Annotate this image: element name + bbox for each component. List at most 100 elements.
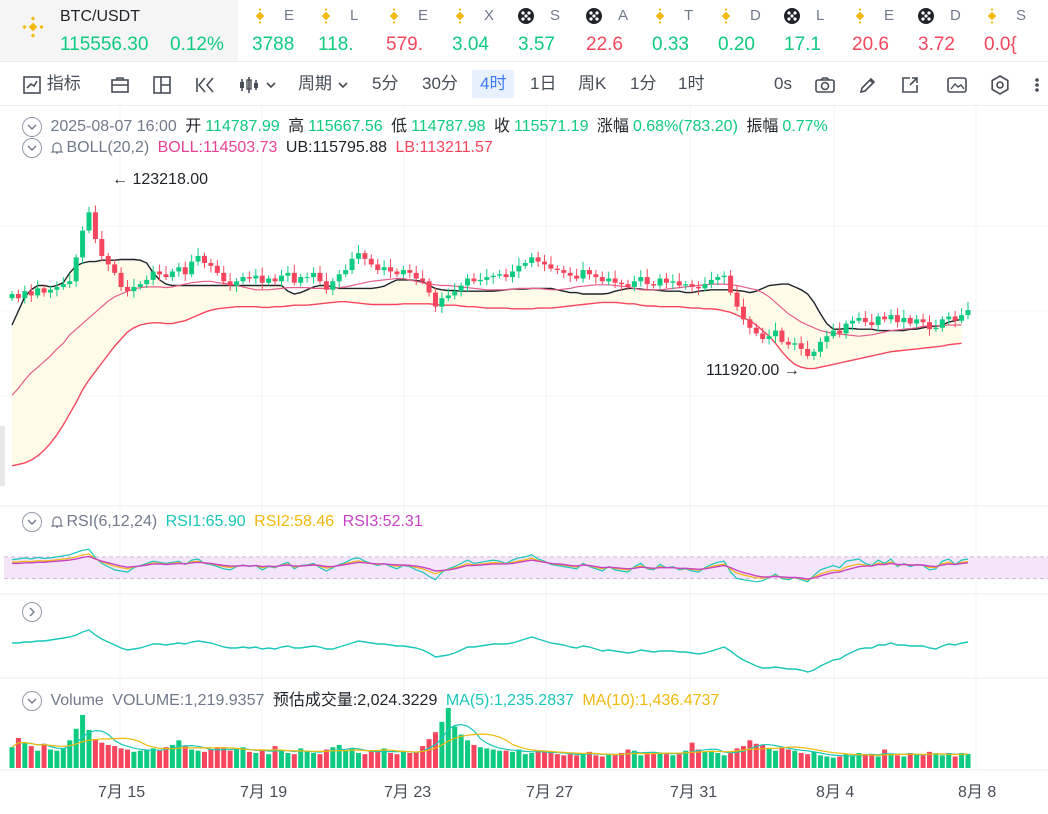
candle-body: [253, 275, 259, 279]
ticker-symbol: E: [418, 7, 429, 24]
x-axis-label: 8月 8: [958, 784, 997, 801]
volume-bar: [413, 751, 419, 768]
candle-body: [246, 277, 252, 279]
layout-button[interactable]: [152, 70, 172, 98]
collapse-chevron-icon[interactable]: [22, 690, 42, 711]
volume-bar: [157, 750, 163, 768]
main-pair-card[interactable]: BTC/USDT 115556.30 0.12%: [0, 0, 238, 61]
candle-body: [497, 274, 503, 276]
volume-bar: [907, 753, 913, 768]
screenshot-button[interactable]: [814, 70, 836, 98]
ticker-price: 3788: [252, 34, 295, 55]
candle-body: [368, 258, 374, 265]
volume-bar: [163, 747, 169, 768]
settings-button[interactable]: [990, 70, 1010, 98]
volume-bar: [612, 755, 618, 768]
low-value: 114787.98: [411, 118, 486, 135]
candle-body: [304, 277, 310, 279]
chart-type-button[interactable]: [238, 70, 277, 98]
interval-1d[interactable]: 1日: [530, 74, 557, 93]
ticker-symbol: L: [816, 7, 825, 24]
candle-body: [850, 320, 856, 324]
collapse-chevron-icon[interactable]: [22, 138, 42, 158]
ticker-item[interactable]: S 0.0{: [970, 0, 1036, 61]
candle-body: [131, 286, 137, 292]
interval-5m[interactable]: 5分: [372, 74, 399, 93]
volume-bar: [920, 755, 926, 768]
bell-icon[interactable]: [50, 515, 64, 529]
interval-1h[interactable]: 1时: [678, 74, 705, 93]
volume-bar: [580, 753, 586, 768]
bell-icon[interactable]: [50, 141, 64, 155]
ticker-item[interactable]: A 22.6: [572, 0, 638, 61]
collapse-chevron-icon[interactable]: [22, 116, 42, 137]
volume-bar: [542, 751, 548, 768]
interval-1m[interactable]: 1分: [630, 74, 657, 93]
candle-body: [567, 272, 573, 276]
ticker-item[interactable]: T 0.33: [638, 0, 704, 61]
ticker-price: 0.33: [652, 34, 689, 55]
ticker-item[interactable]: E 579.: [372, 0, 438, 61]
boll-mid-line: [11, 277, 962, 396]
expand-button[interactable]: [900, 70, 920, 98]
candle-body: [503, 274, 509, 278]
data-window-button[interactable]: [946, 70, 968, 98]
candle-body: [182, 267, 188, 275]
candle-body: [9, 293, 15, 299]
expand-chevron-icon[interactable]: [22, 602, 42, 622]
main-pair-symbol: BTC/USDT: [60, 8, 140, 25]
rsi1-value: RSI1:65.90: [165, 513, 246, 531]
high-value: 115667.56: [308, 118, 383, 135]
candle-body: [471, 278, 477, 282]
volume-bar: [574, 755, 580, 768]
collapse-chevron-icon[interactable]: [22, 512, 42, 532]
ticker-item[interactable]: L 17.1: [770, 0, 836, 61]
rsi-name: RSI(6,12,24): [66, 513, 158, 531]
indicator-expand[interactable]: [22, 602, 46, 622]
period-label: 周期: [298, 74, 332, 93]
amplitude-value: 0.77%: [782, 118, 828, 135]
draw-button[interactable]: [858, 70, 878, 98]
candle-body: [445, 295, 451, 299]
volume-bar: [394, 754, 400, 768]
candle-body: [60, 284, 66, 287]
ticker-item[interactable]: S 3.57: [504, 0, 570, 61]
ticker-item[interactable]: D 0.20: [704, 0, 770, 61]
ticker-item[interactable]: X 3.04: [438, 0, 504, 61]
ticker-item[interactable]: L 118.: [304, 0, 370, 61]
bnb-icon: [987, 8, 997, 24]
template-button[interactable]: [110, 70, 130, 98]
interval-1w[interactable]: 周K: [578, 74, 607, 93]
volume-bar: [234, 749, 240, 768]
replay-button[interactable]: [194, 70, 216, 98]
volume-bar: [323, 749, 329, 768]
volume-bar: [529, 753, 535, 768]
more-button[interactable]: [1030, 70, 1044, 98]
volume-bar: [28, 746, 34, 768]
rsi-band: [4, 556, 1048, 579]
volume-bar: [824, 756, 830, 768]
candle-body: [773, 330, 779, 337]
chart-canvas[interactable]: ← 123218.00 111920.00 →: [0, 106, 1048, 814]
ticker-item[interactable]: D 3.72: [904, 0, 970, 61]
candle-body: [965, 310, 971, 316]
volume-bar: [509, 751, 515, 768]
candlestick-icon: [240, 76, 258, 93]
indicator-chart-icon: [23, 75, 41, 94]
interval-30m[interactable]: 30分: [422, 74, 458, 93]
chart-area[interactable]: ← 123218.00 111920.00 → 2025-08-07 16:00 …: [0, 106, 1048, 814]
candle-body: [420, 278, 426, 282]
interval-4h[interactable]: 4时: [472, 70, 515, 98]
ticker-item[interactable]: E 20.6: [838, 0, 904, 61]
ticker-price: 20.6: [852, 34, 889, 55]
candle-body: [593, 274, 599, 278]
ticker-item[interactable]: E 3788: [238, 0, 304, 61]
period-dropdown[interactable]: 周期: [298, 70, 349, 98]
candle-body: [439, 298, 445, 307]
indicators-button[interactable]: 指标: [22, 70, 81, 98]
bnb-icon: [855, 8, 865, 24]
candle-body: [740, 306, 746, 320]
volume-bar: [35, 750, 41, 768]
candle-body: [176, 267, 182, 272]
volume-name: Volume: [50, 692, 104, 709]
